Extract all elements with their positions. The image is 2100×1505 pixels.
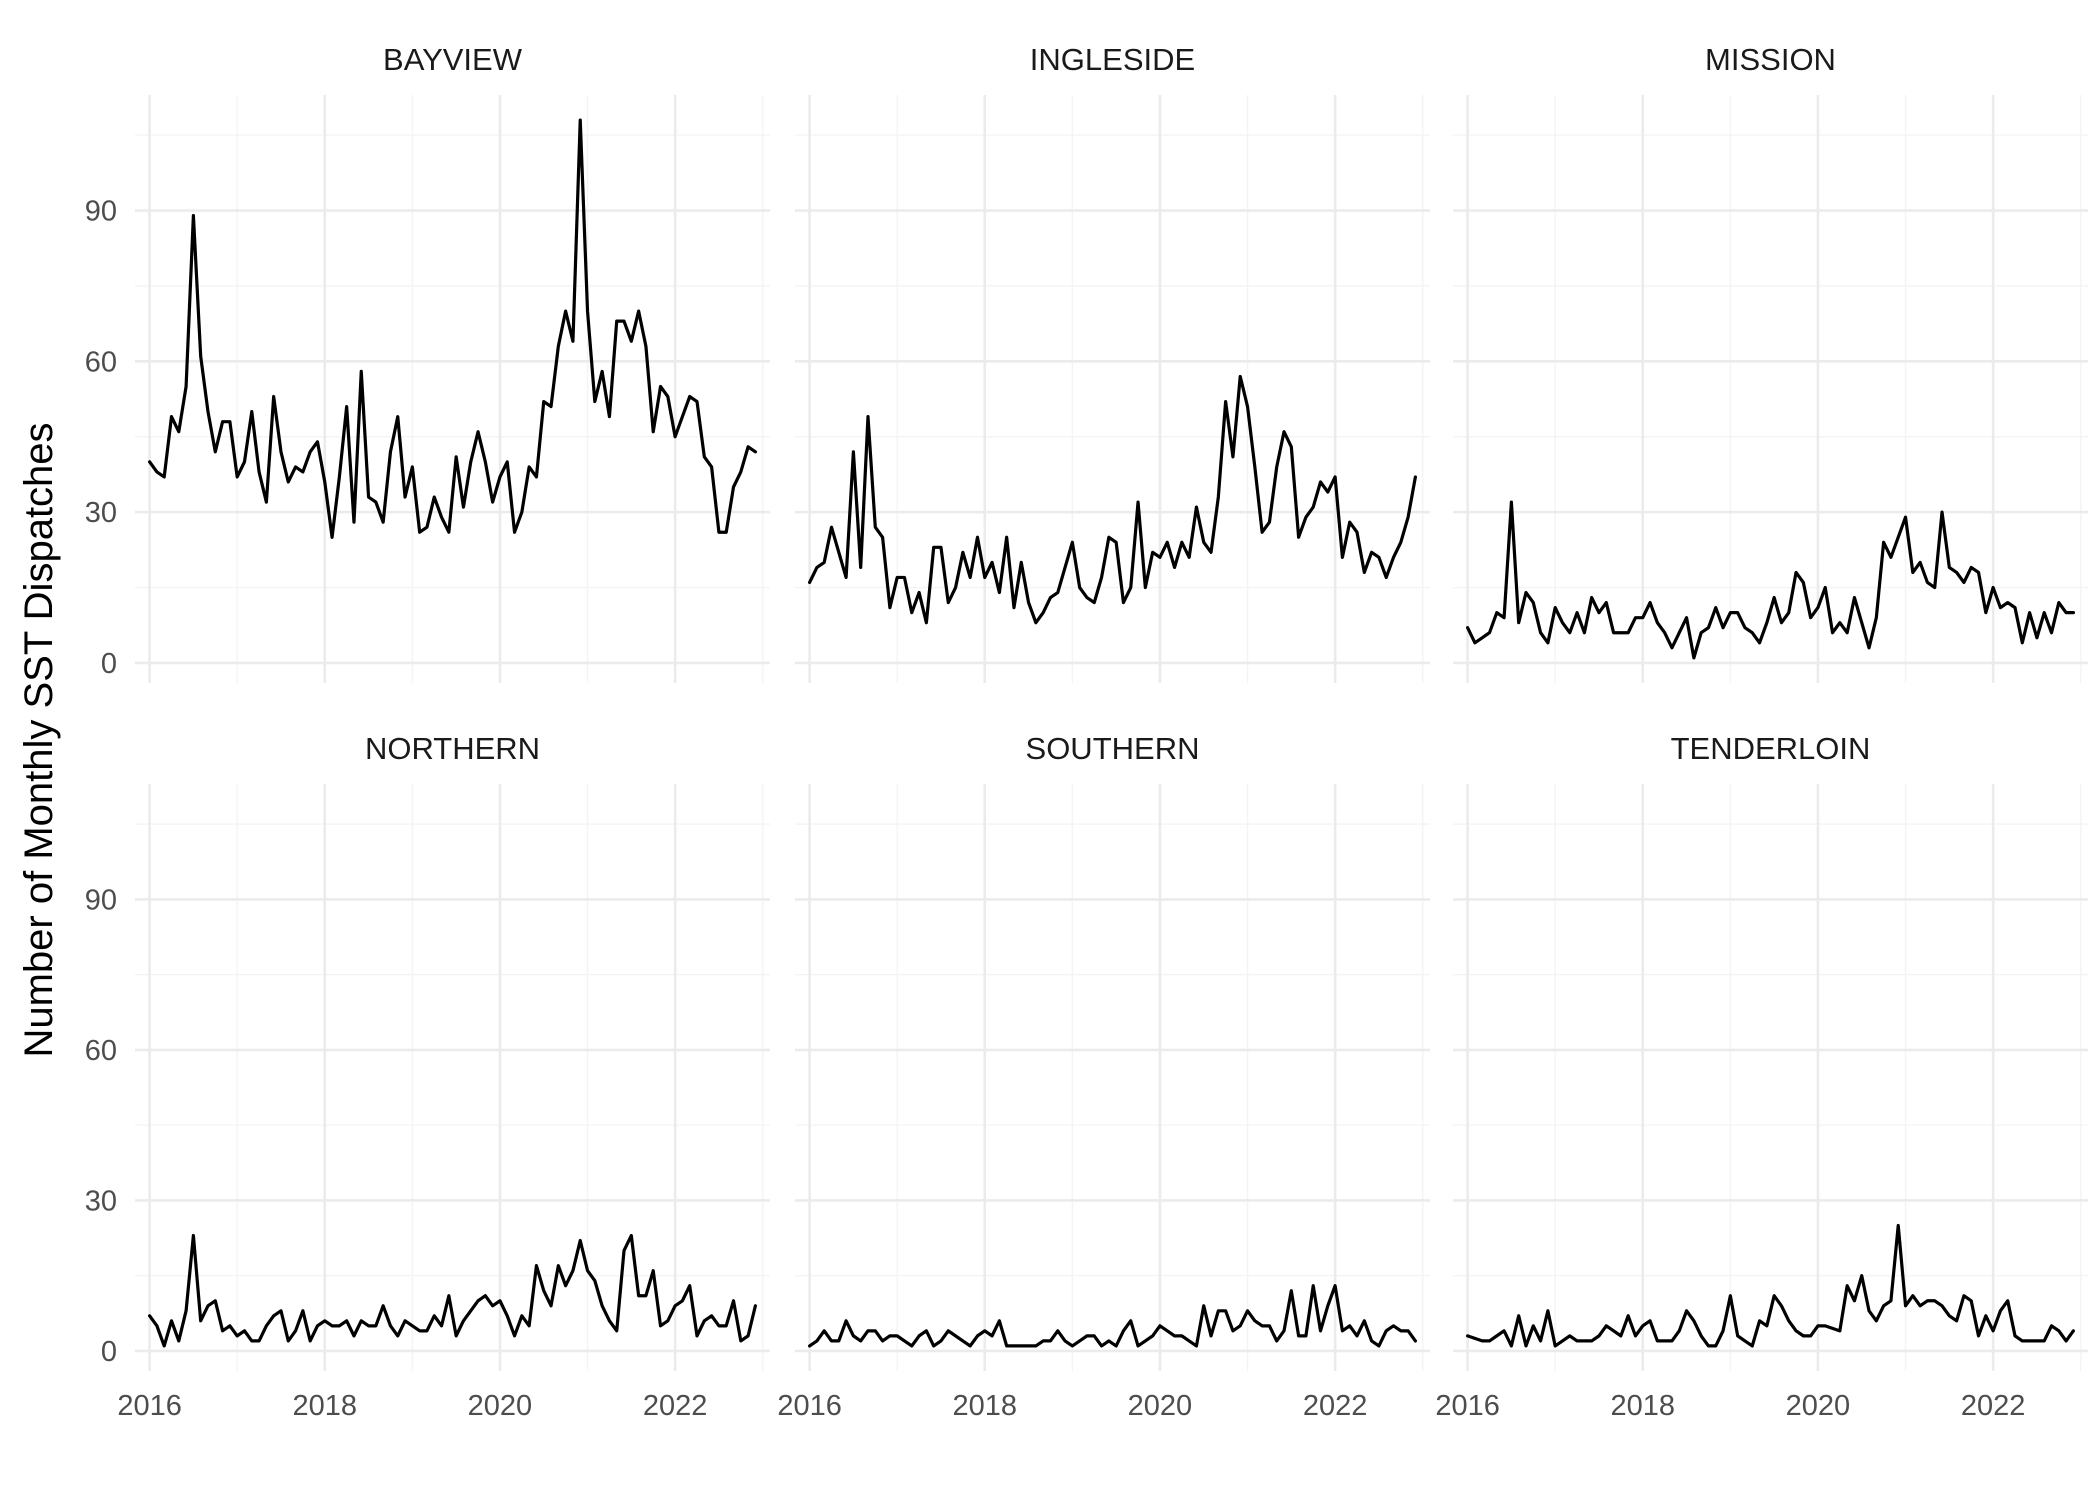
x-tick-label: 2016 bbox=[777, 1390, 842, 1422]
y-axis-title: Number of Monthly SST Dispatches bbox=[17, 422, 61, 1057]
x-tick-label: 2022 bbox=[1961, 1390, 2026, 1422]
panel-title: BAYVIEW bbox=[383, 42, 523, 77]
x-tick-label: 2020 bbox=[1128, 1390, 1193, 1422]
x-tick-label: 2016 bbox=[117, 1390, 182, 1422]
series-line-southern bbox=[807, 1284, 1418, 1348]
x-tick-label: 2022 bbox=[1303, 1390, 1368, 1422]
panel-title: TENDERLOIN bbox=[1671, 731, 1871, 766]
y-tick-label: 90 bbox=[85, 884, 117, 916]
y-tick-label: 30 bbox=[85, 1185, 117, 1217]
facet-panel-mission: MISSION bbox=[1453, 42, 2088, 683]
y-tick-label: 60 bbox=[85, 1035, 117, 1067]
panel-title: INGLESIDE bbox=[1030, 42, 1195, 77]
x-tick-label: 2018 bbox=[293, 1390, 358, 1422]
facet-panel-northern: NORTHERN 0 30 60 90 2016 2018 2020 2022 bbox=[85, 731, 770, 1422]
y-tick-label: 0 bbox=[101, 648, 117, 680]
x-tick-label: 2016 bbox=[1435, 1390, 1500, 1422]
facet-panel-ingleside: INGLESIDE bbox=[795, 42, 1430, 683]
series-line-bayview bbox=[148, 118, 758, 539]
y-tick-label: 90 bbox=[85, 196, 117, 228]
y-tick-label: 60 bbox=[85, 346, 117, 378]
x-tick-label: 2022 bbox=[643, 1390, 708, 1422]
x-tick-label: 2018 bbox=[953, 1390, 1018, 1422]
series-line-mission bbox=[1465, 500, 2075, 660]
series-line-tenderloin bbox=[1465, 1223, 2075, 1348]
series-line-ingleside bbox=[807, 374, 1418, 625]
facet-panel-tenderloin: TENDERLOIN 2016 2018 2020 2022 bbox=[1435, 731, 2088, 1422]
y-tick-label: 0 bbox=[101, 1336, 117, 1368]
panel-title: SOUTHERN bbox=[1026, 731, 1200, 766]
facet-panel-southern: SOUTHERN 2016 2018 2020 2022 bbox=[777, 731, 1430, 1422]
panel-title: NORTHERN bbox=[365, 731, 540, 766]
x-tick-label: 2018 bbox=[1611, 1390, 1676, 1422]
x-tick-label: 2020 bbox=[1786, 1390, 1851, 1422]
facet-panel-bayview: BAYVIEW 0 30 60 90 bbox=[85, 42, 770, 683]
panel-title: MISSION bbox=[1705, 42, 1836, 77]
series-line-northern bbox=[148, 1233, 758, 1348]
y-tick-label: 30 bbox=[85, 497, 117, 529]
x-tick-label: 2020 bbox=[468, 1390, 533, 1422]
